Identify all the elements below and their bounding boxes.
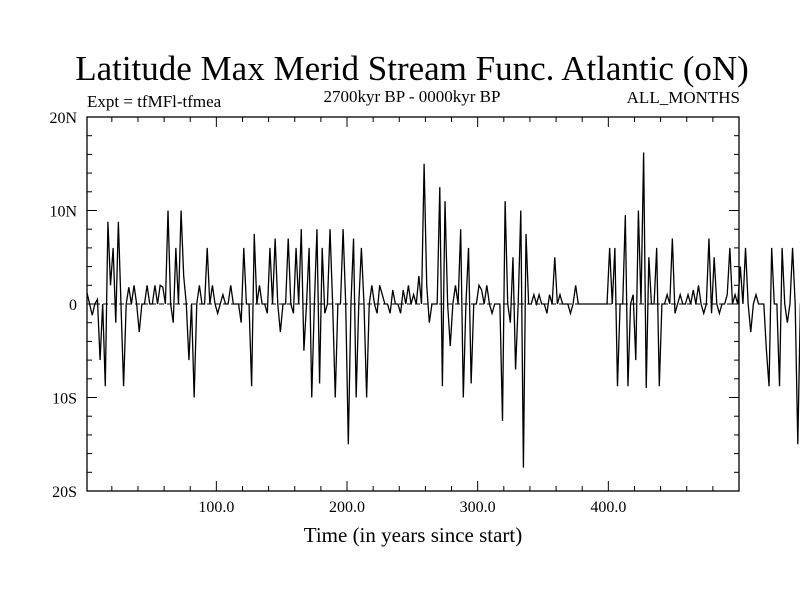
x-tick-label: 200.0: [329, 499, 365, 516]
chart-title: Latitude Max Merid Stream Func. Atlantic…: [75, 49, 749, 88]
chart-subtitle-right: ALL_MONTHS: [627, 88, 740, 107]
y-tick-label: 20N: [49, 110, 77, 127]
series-line: [86, 152, 800, 468]
y-tick-label: 20S: [52, 484, 77, 501]
y-tick-label: 10S: [52, 391, 77, 408]
x-tick-label: 300.0: [460, 499, 496, 516]
x-axis-label: Time (in years since start): [304, 523, 523, 547]
axis-ticks: 100.0 200.0 300.0 400.0 20N 10N 0 10S 20S: [49, 110, 739, 516]
y-tick-label: 10N: [49, 204, 77, 221]
x-tick-label: 400.0: [590, 499, 626, 516]
chart-subtitle-center: 2700kyr BP - 0000kyr BP: [324, 87, 501, 106]
series-group: [86, 152, 800, 468]
y-tick-label: 0: [69, 297, 77, 314]
chart-subtitle-left: Expt = tfMFl-tfmea: [87, 92, 222, 111]
x-tick-label: 100.0: [198, 499, 234, 516]
plot-frame: [86, 116, 740, 492]
